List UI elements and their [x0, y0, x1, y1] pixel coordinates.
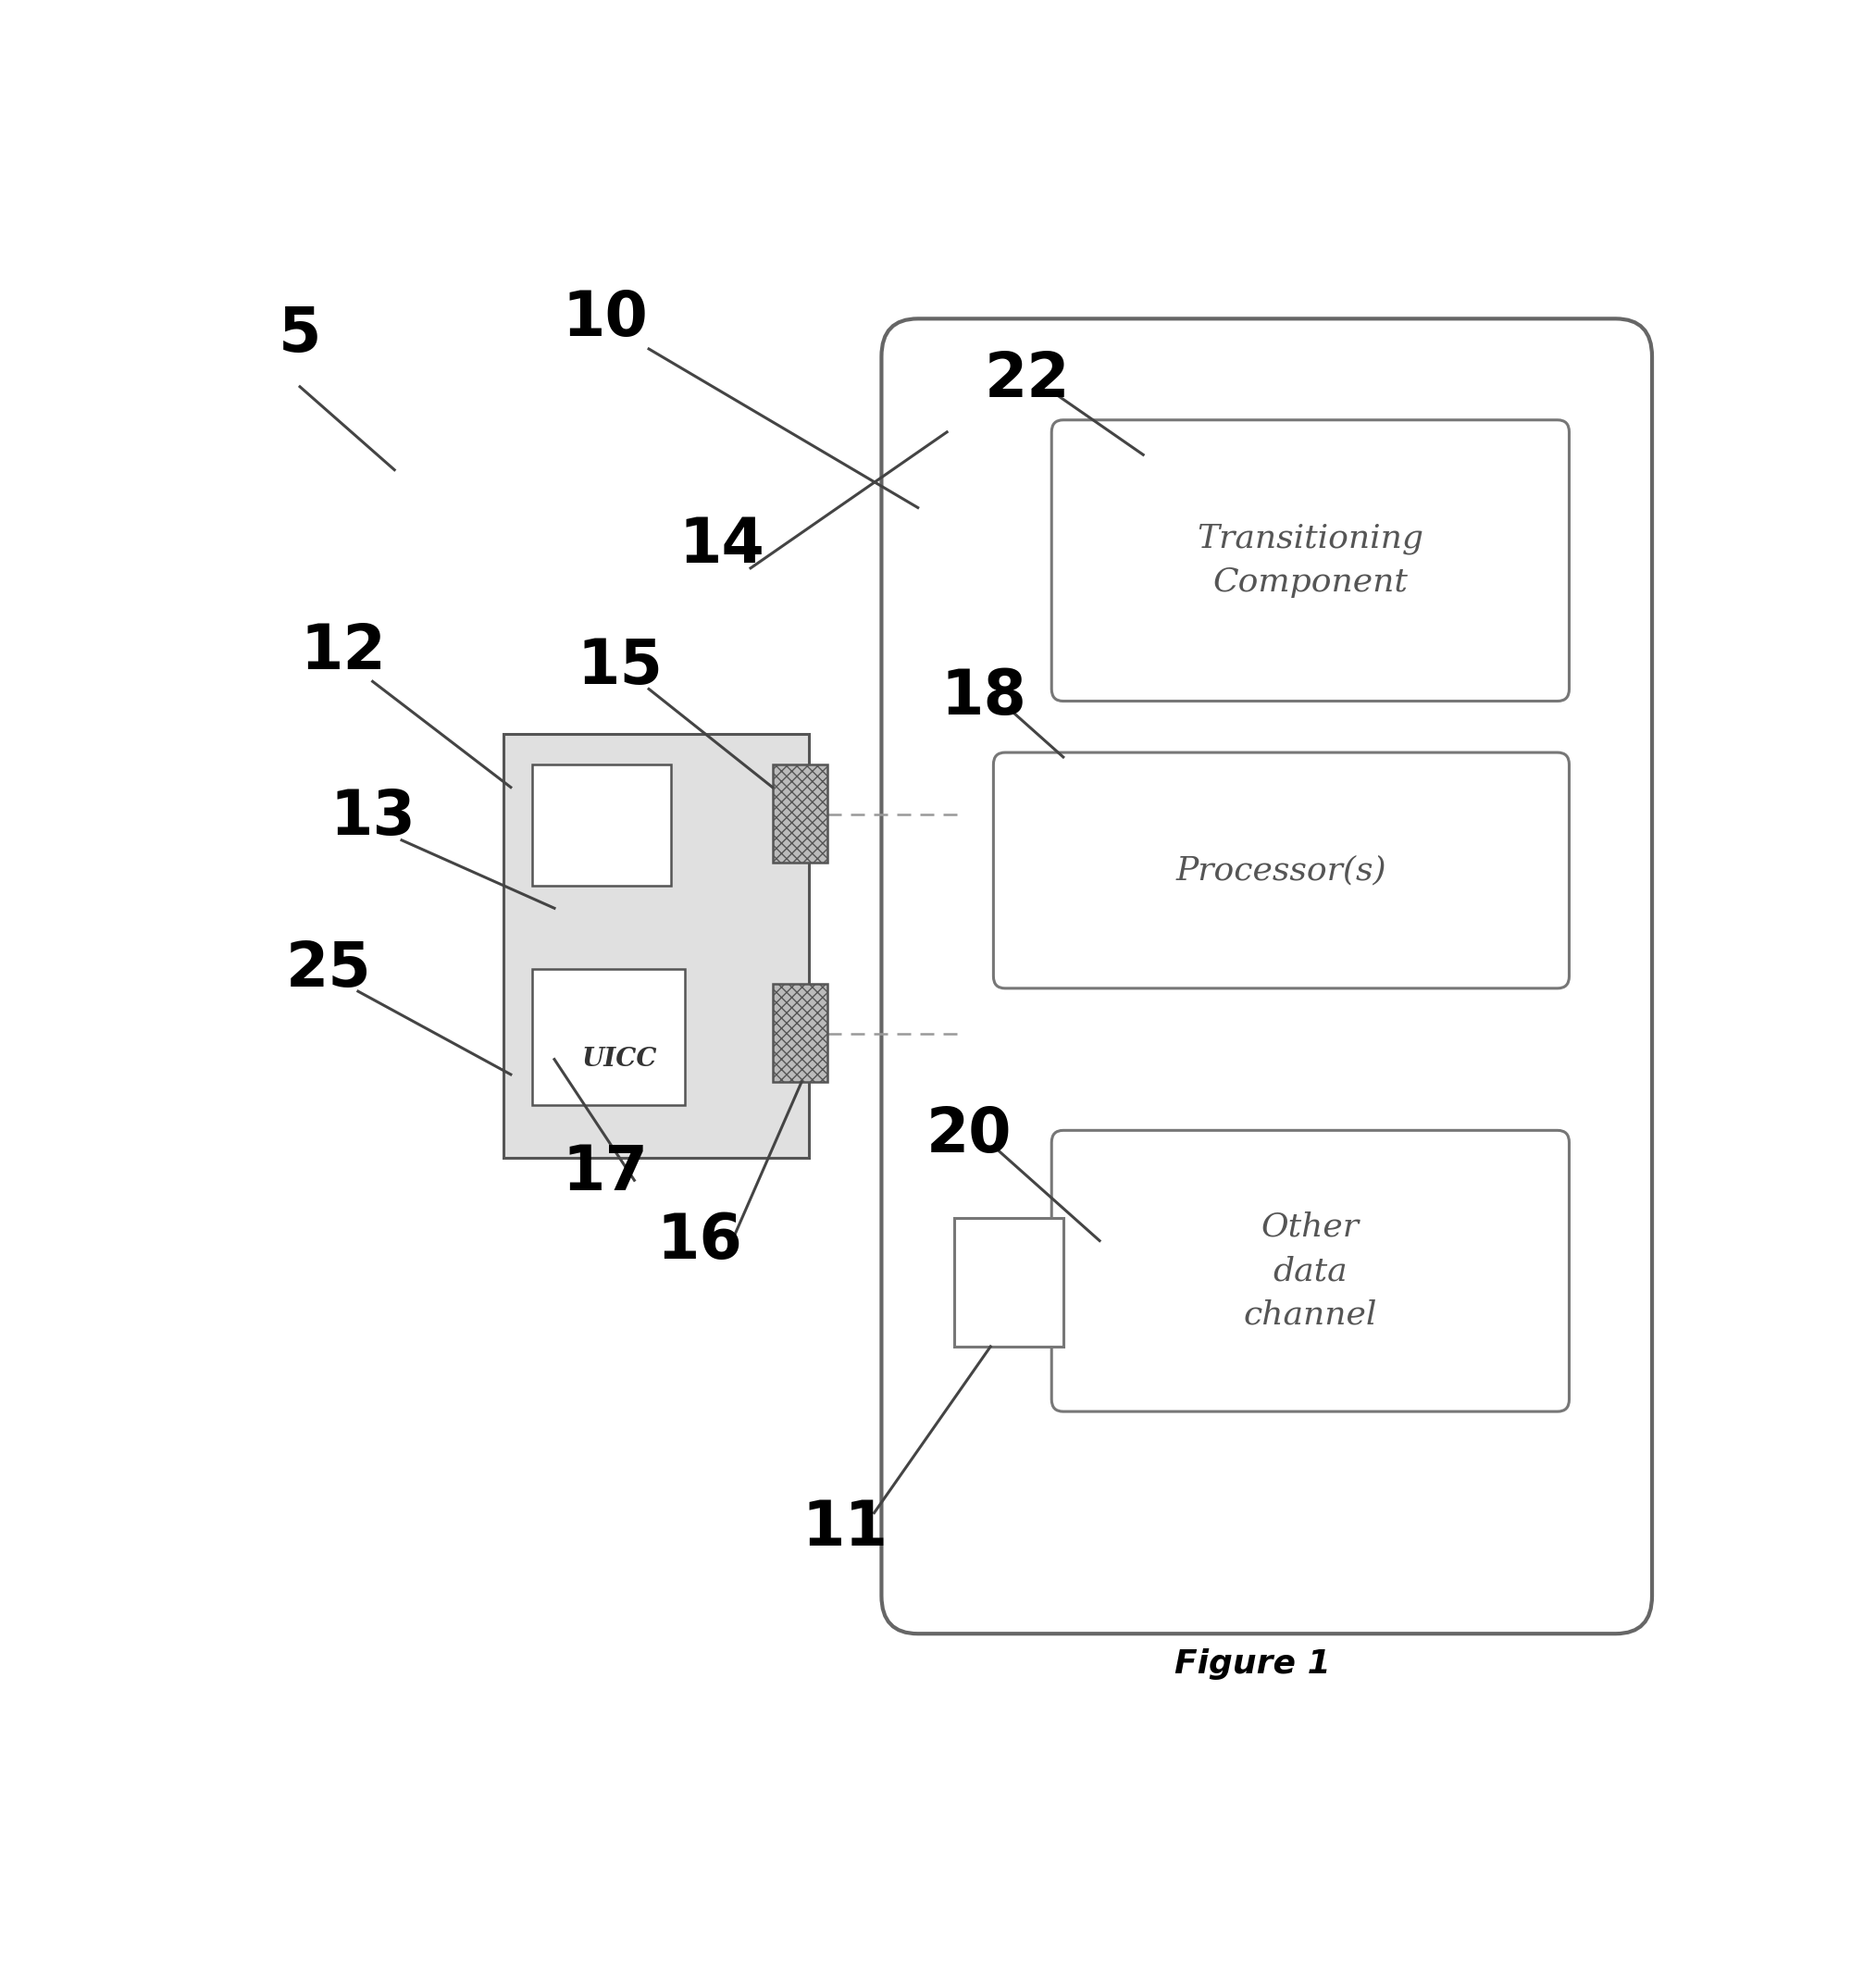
Bar [533, 766, 672, 885]
Text: 16: 16 [657, 1209, 743, 1272]
Text: 22: 22 [985, 349, 1069, 410]
FancyBboxPatch shape [882, 318, 1653, 1633]
Text: 20: 20 [927, 1105, 1011, 1166]
Bar [955, 1217, 1064, 1347]
Text: 12: 12 [300, 620, 386, 681]
Text: 17: 17 [563, 1142, 649, 1203]
Text: Other
data
channel: Other data channel [1244, 1211, 1377, 1331]
Text: 14: 14 [679, 514, 765, 575]
Text: Processor(s): Processor(s) [1176, 854, 1386, 885]
Bar [533, 968, 685, 1105]
Text: UICC: UICC [582, 1046, 657, 1072]
Text: Transitioning
Component: Transitioning Component [1197, 522, 1424, 599]
FancyBboxPatch shape [1052, 1131, 1568, 1411]
Text: 13: 13 [330, 787, 416, 848]
Bar [503, 734, 809, 1158]
Text: 25: 25 [287, 938, 371, 999]
Text: 11: 11 [803, 1498, 887, 1559]
Bar [773, 983, 827, 1082]
Text: 5: 5 [278, 302, 321, 365]
Text: 10: 10 [563, 289, 649, 349]
Text: 18: 18 [940, 665, 1026, 726]
Text: 15: 15 [576, 636, 662, 697]
FancyBboxPatch shape [994, 752, 1568, 987]
Text: Figure 1: Figure 1 [1174, 1649, 1330, 1680]
Bar [773, 766, 827, 864]
FancyBboxPatch shape [1052, 420, 1568, 701]
